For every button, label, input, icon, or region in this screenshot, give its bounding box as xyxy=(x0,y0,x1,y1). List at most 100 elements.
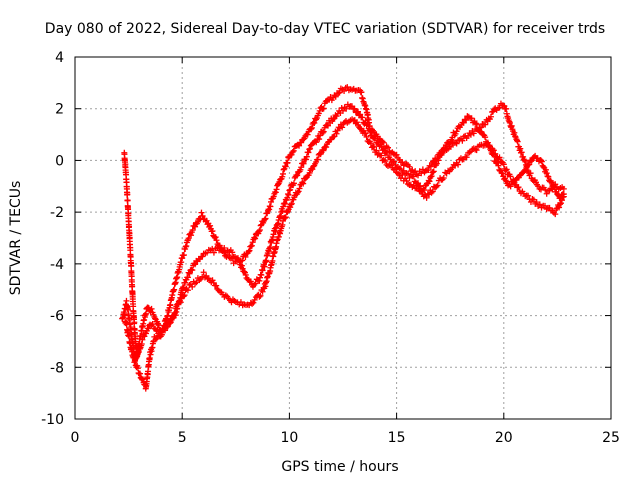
data-point xyxy=(463,117,470,124)
data-point xyxy=(259,288,266,295)
data-point xyxy=(249,300,256,307)
data-point xyxy=(303,156,310,163)
data-point xyxy=(405,170,412,177)
data-point xyxy=(192,261,199,268)
data-point xyxy=(298,139,305,146)
data-point xyxy=(363,122,370,129)
data-point xyxy=(379,138,386,145)
data-point xyxy=(517,145,524,152)
data-point xyxy=(433,183,440,190)
data-point xyxy=(300,160,307,167)
data-point xyxy=(288,151,295,158)
data-point xyxy=(525,192,532,199)
data-point xyxy=(487,113,494,120)
data-point xyxy=(298,164,305,171)
data-point xyxy=(137,370,144,377)
data-point xyxy=(353,119,360,126)
data-point xyxy=(406,163,413,170)
data-point xyxy=(280,166,287,173)
data-point xyxy=(429,188,436,195)
data-point xyxy=(333,130,340,137)
data-point xyxy=(247,278,254,285)
data-point xyxy=(385,144,392,151)
data-point xyxy=(288,201,295,208)
data-point xyxy=(242,254,249,260)
data-point xyxy=(453,140,460,147)
data-point xyxy=(171,286,178,293)
data-point xyxy=(294,189,301,196)
data-point xyxy=(156,332,163,339)
data-point xyxy=(285,191,292,198)
y-axis-label: SDTVAR / TECUs xyxy=(8,181,24,296)
data-point xyxy=(522,158,529,165)
data-point xyxy=(426,178,433,185)
data-point xyxy=(499,170,506,177)
data-point xyxy=(351,105,358,112)
data-point xyxy=(124,197,131,204)
data-point xyxy=(323,144,330,151)
data-point xyxy=(556,204,563,211)
chart-title: Day 080 of 2022, Sidereal Day-to-day VTE… xyxy=(45,21,605,37)
data-point xyxy=(185,235,192,242)
data-point xyxy=(256,227,263,234)
data-point xyxy=(419,166,426,173)
y-tick-label: -6 xyxy=(50,309,64,325)
data-point xyxy=(295,188,302,195)
data-point xyxy=(219,248,226,255)
data-point xyxy=(468,115,475,122)
data-point xyxy=(502,167,509,174)
data-point xyxy=(290,180,297,187)
data-point xyxy=(523,163,530,170)
series-track-c xyxy=(119,116,567,364)
data-point xyxy=(304,131,311,138)
data-point xyxy=(188,232,195,239)
data-point xyxy=(258,271,265,278)
data-point xyxy=(339,124,346,131)
data-point xyxy=(184,274,191,281)
x-tick-label: 5 xyxy=(178,430,187,446)
data-point xyxy=(282,214,289,221)
data-point xyxy=(239,265,246,272)
data-point xyxy=(194,219,201,226)
data-point xyxy=(507,183,514,190)
data-point xyxy=(538,157,545,164)
data-point xyxy=(418,170,425,177)
data-point xyxy=(209,227,216,234)
data-point xyxy=(300,180,307,187)
data-point xyxy=(284,191,291,198)
data-point xyxy=(273,186,280,193)
data-point xyxy=(272,189,279,196)
data-point xyxy=(344,84,351,91)
data-point xyxy=(340,107,346,114)
data-point xyxy=(392,166,399,173)
y-tick-label: 4 xyxy=(55,50,64,66)
data-point xyxy=(543,190,550,197)
data-point xyxy=(214,286,221,293)
data-point xyxy=(192,223,199,230)
data-point xyxy=(527,170,534,177)
data-point xyxy=(515,184,522,191)
data-point xyxy=(148,305,155,312)
data-point xyxy=(248,242,255,249)
data-point xyxy=(184,287,191,294)
data-point xyxy=(152,336,159,343)
data-point xyxy=(145,325,152,332)
x-tick-label: 20 xyxy=(495,430,513,446)
data-point xyxy=(303,153,310,160)
data-point xyxy=(267,244,274,251)
data-point xyxy=(549,186,556,193)
data-point xyxy=(137,333,144,340)
y-tick-label: -8 xyxy=(50,360,64,376)
data-point xyxy=(364,121,371,128)
data-point xyxy=(282,214,289,221)
x-tick-label: 15 xyxy=(388,430,406,446)
data-point xyxy=(256,228,263,235)
data-point xyxy=(466,149,473,156)
data-point xyxy=(437,151,444,158)
data-point xyxy=(538,158,545,165)
series-track-a xyxy=(121,84,567,360)
plot-frame xyxy=(74,56,612,420)
data-point xyxy=(363,133,370,140)
data-point xyxy=(459,137,466,144)
